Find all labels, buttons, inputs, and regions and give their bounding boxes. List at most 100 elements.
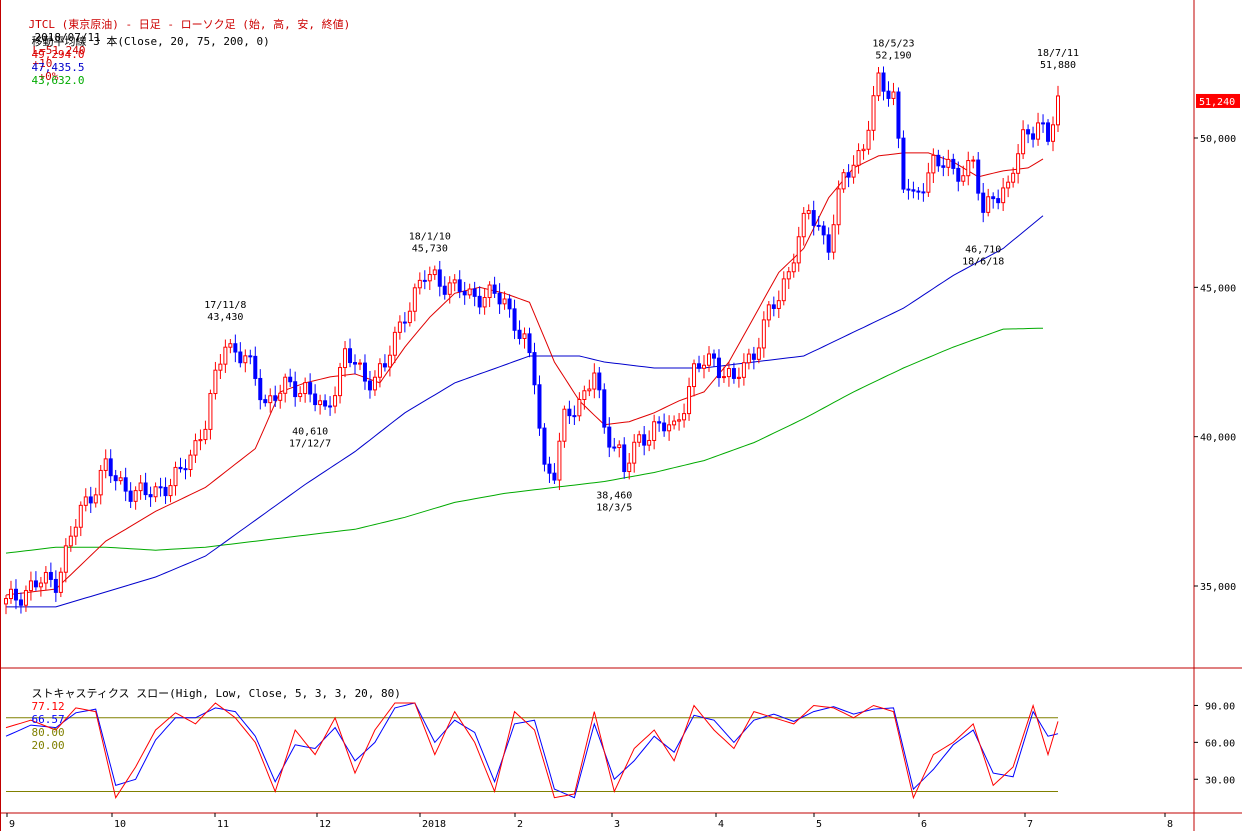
candle-body [437,269,442,287]
x-month-label: 10 [114,819,126,830]
candle-body [417,279,422,289]
candle [926,162,931,197]
candle [627,452,632,480]
annotation-date: 18/7/11 [1037,48,1079,59]
candle-body [173,466,178,487]
candle-body [1056,95,1060,126]
candle [971,155,976,169]
ma200-line [5,327,1044,554]
annotation-value: 52,190 [875,51,911,62]
candle-body [966,160,971,177]
candle-body [377,363,382,378]
candle [756,337,761,364]
candle-body [1021,129,1026,155]
candle [672,415,677,430]
candle-body [996,198,1001,204]
candle-body [527,333,532,354]
candle [791,253,796,278]
candle-body [163,486,168,497]
candle-body [911,189,916,192]
candle [273,385,278,407]
price-tick-label: 45,000 [1200,283,1236,294]
candle-body [392,331,397,356]
candle-body [946,158,951,168]
candle-body [537,384,542,429]
candle [188,449,193,477]
candle-body [906,188,911,191]
candle-body [776,300,781,309]
current-price-marker [1196,93,1240,108]
candle-body [637,434,642,443]
candle [1026,124,1031,144]
candle-body [1001,187,1006,204]
candle-body [98,469,103,496]
candle [382,354,387,372]
candle-body [991,196,996,200]
candle-body [467,288,472,296]
candle [1056,85,1060,133]
candle [343,341,348,378]
candle-body [836,188,841,226]
candle [228,339,233,354]
candle [357,359,362,371]
candle-body [128,490,133,502]
candle-body [238,351,243,364]
candle [402,312,407,333]
candle [667,415,672,441]
candle [966,151,971,186]
candle [711,349,716,367]
candle-body [746,353,751,364]
candle-body [313,393,318,406]
candle-body [552,472,557,481]
candle [238,342,243,368]
candle-body [721,376,726,379]
candle-body [357,362,362,365]
candle-body [482,297,487,308]
candle [258,369,263,410]
candle [58,567,63,598]
candle [497,283,502,314]
candle [303,377,308,403]
annotation-value: 40,610 [292,426,328,437]
candle-body [622,444,627,473]
candle [78,501,83,537]
candle-body [253,355,258,379]
annotation-date: 18/5/23 [872,39,914,50]
chart-title: JTCL (東京原油) - 日足 - ローソク足 (始, 高, 安, 終値) [28,18,351,31]
candle [313,384,318,412]
candle [502,291,507,310]
stoch-upper-value: 80.00 [31,726,65,739]
candle-body [288,376,293,383]
candle-body [986,196,991,213]
candle-body [592,372,597,390]
candle [687,377,692,421]
candle [766,301,771,328]
candle-body [587,388,592,392]
candle-body [756,347,761,360]
x-month-label: 7 [1027,819,1033,830]
x-month-label: 4 [718,819,724,830]
candle-body [936,154,941,167]
x-month-label: 2 [517,819,523,830]
candle [53,570,58,602]
candles-group [4,66,1060,615]
candle-body [577,399,582,417]
candle [452,274,457,292]
candle-body [308,382,313,395]
candle-body [582,390,587,401]
candle-body [716,357,721,379]
candle-body [522,333,527,339]
candle [128,482,133,509]
candle-body [652,421,657,441]
x-month-label: 8 [1167,819,1173,830]
candle-body [193,440,198,456]
candle-body [981,192,986,213]
candle [572,405,577,426]
candle [981,182,986,223]
candle [492,276,497,298]
candle [811,200,816,236]
candle [996,189,1001,210]
candle-body [881,72,886,92]
candle-body [422,279,427,282]
candle [288,368,293,388]
